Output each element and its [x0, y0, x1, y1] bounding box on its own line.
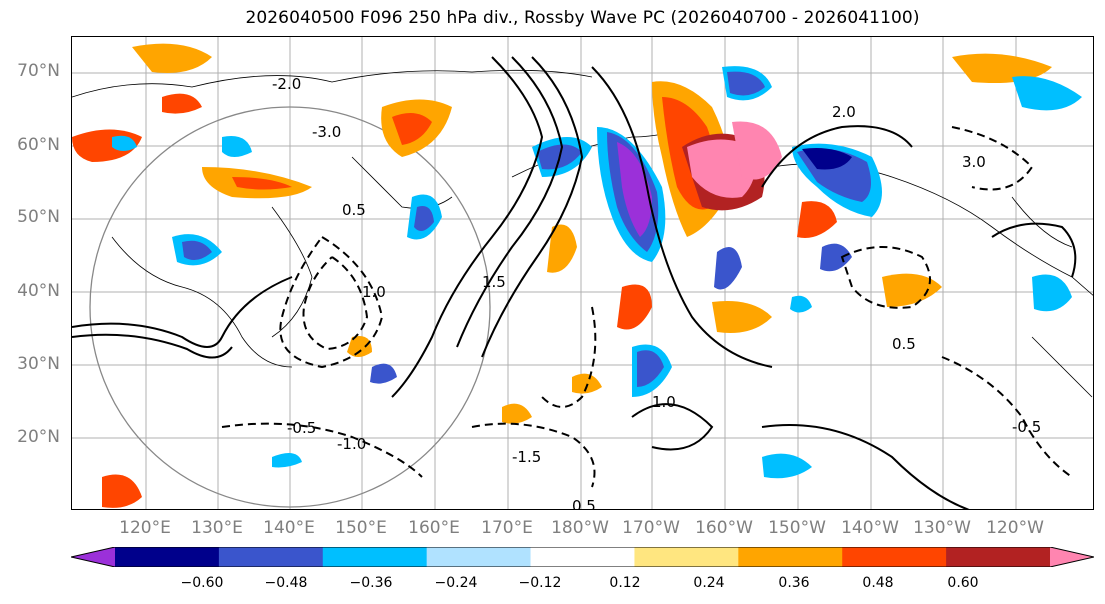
contour-label: -1.0: [337, 435, 366, 453]
contour-label: 1.5: [482, 273, 506, 291]
contour-label: 3.0: [962, 153, 986, 171]
pc-contours-positive: [72, 56, 1077, 509]
colorbar-segment: [322, 547, 428, 567]
contour-label: -1.5: [512, 448, 541, 466]
lon-label: 170°W: [622, 518, 680, 538]
map-panel: 0.5 1.0 1.5 2.0 3.0 -0.5 -1.0 -1.5 -2.0 …: [71, 36, 1094, 510]
colorbar-segment: [946, 547, 1051, 567]
lon-label: 170°E: [481, 518, 533, 538]
colorbar-segment: [842, 547, 947, 567]
colorbar-tick-label: 0.48: [862, 575, 894, 591]
lon-label: 160°E: [408, 518, 460, 538]
graticule: [72, 37, 1093, 509]
contour-label: -3.0: [312, 123, 341, 141]
contour-label: 1.0: [652, 393, 676, 411]
lon-label: 120°E: [119, 518, 171, 538]
contour-label: 2.0: [832, 103, 856, 121]
contour-label: 0.5: [892, 335, 916, 353]
contour-label: 0.5: [342, 201, 366, 219]
colorbar-segment: [218, 547, 324, 567]
lon-label: 140°E: [263, 518, 315, 538]
colorbar-segment: [115, 547, 220, 567]
lon-label: 120°W: [986, 518, 1044, 538]
lon-label: 160°W: [695, 518, 753, 538]
lon-label: 150°W: [768, 518, 826, 538]
contour-label: -0.5: [1012, 418, 1041, 436]
lon-label: 130°W: [913, 518, 971, 538]
lon-label: 130°E: [191, 518, 243, 538]
lat-label: 70°N: [17, 61, 60, 81]
colorbar-tick-label: −0.48: [264, 575, 308, 591]
colorbar-segment: [634, 547, 739, 567]
lon-label: 180°W: [551, 518, 609, 538]
lat-label: 20°N: [17, 427, 60, 447]
lat-label: 50°N: [17, 207, 60, 227]
lat-label: 40°N: [17, 281, 60, 301]
reference-circle: [89, 106, 491, 508]
contour-label: -0.5: [287, 419, 316, 437]
colorbar-tick-label: −0.24: [434, 575, 478, 591]
contour-labels: 0.5 1.0 1.5 2.0 3.0 -0.5 -1.0 -1.5 -2.0 …: [272, 75, 1041, 510]
colorbar-tick-label: −0.36: [349, 575, 393, 591]
map-title: 2026040500 F096 250 hPa div., Rossby Wav…: [245, 8, 920, 28]
contour-label: 1.0: [362, 283, 386, 301]
colorbar-tick-label: 0.36: [778, 575, 810, 591]
pc-contours-negative: [221, 126, 1073, 488]
colorbar-tick-label: 0.12: [609, 575, 641, 591]
colorbar-tick-label: 0.60: [947, 575, 979, 591]
lon-label: 150°E: [335, 518, 387, 538]
lon-label: 140°W: [841, 518, 899, 538]
colorbar-segment: [738, 547, 843, 567]
colorbar: [70, 546, 1095, 571]
coastlines: [72, 69, 1093, 398]
colorbar-segment: [426, 547, 532, 567]
colorbar-tick-label: 0.24: [693, 575, 725, 591]
contour-label: -2.0: [272, 75, 301, 93]
colorbar-tick-label: −0.60: [180, 575, 224, 591]
contour-label: 0.5: [572, 497, 596, 510]
divergence-shading: [72, 43, 1082, 508]
colorbar-svg: [70, 546, 1095, 568]
map-canvas: 0.5 1.0 1.5 2.0 3.0 -0.5 -1.0 -1.5 -2.0 …: [72, 37, 1093, 510]
lat-label: 60°N: [17, 135, 60, 155]
colorbar-left-triangle: [71, 547, 115, 567]
lat-label: 30°N: [17, 354, 60, 374]
colorbar-segment: [530, 547, 635, 567]
colorbar-right-triangle: [1050, 547, 1094, 567]
colorbar-tick-label: −0.12: [518, 575, 562, 591]
